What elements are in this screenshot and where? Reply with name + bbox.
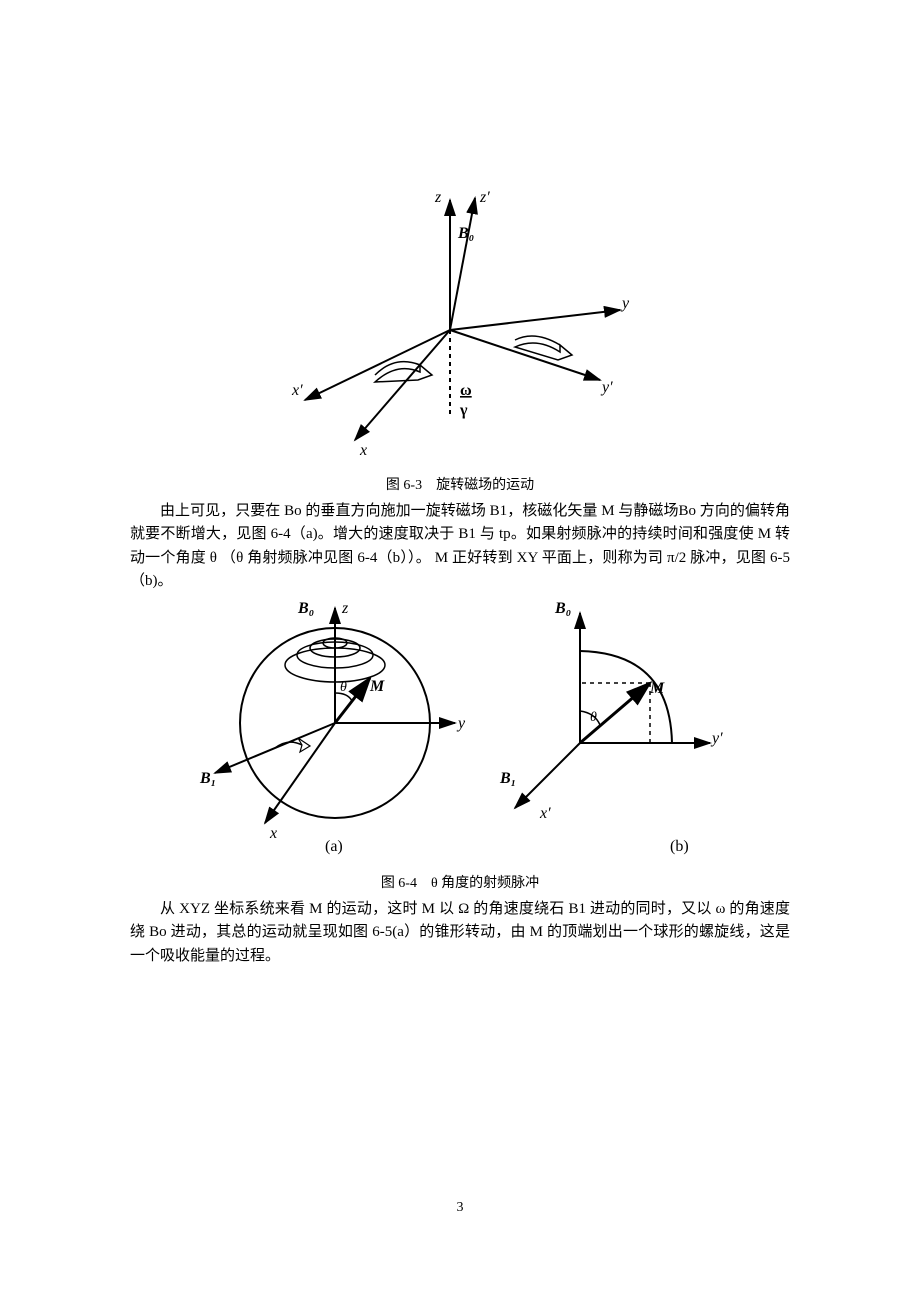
label-gamma: γ	[459, 402, 468, 419]
a-label-y: y	[456, 715, 466, 732]
a-label-x: x	[269, 825, 277, 842]
label-y-prime: y′	[600, 379, 613, 396]
b-label-B1: B₁	[499, 770, 516, 787]
b-label-B0: B₀	[554, 600, 571, 617]
figure-6-3-caption: 图 6-3 旋转磁场的运动	[130, 474, 790, 494]
paragraph-1: 由上可见，只要在 Bo 的垂直方向施加一旋转磁场 B1，核磁化矢量 M 与静磁场…	[130, 500, 790, 593]
b-label-M: M	[649, 680, 665, 697]
figure-6-4: B₀ z y x B₁ M θ (a)	[130, 593, 790, 892]
label-y: y	[620, 295, 630, 312]
label-omega: ω	[460, 382, 472, 399]
panel-a-label: (a)	[325, 838, 343, 855]
page-number: 3	[0, 1200, 920, 1216]
a-label-z: z	[341, 600, 349, 617]
b-label-y-prime: y′	[710, 730, 723, 747]
label-x-prime: x′	[291, 382, 303, 399]
a-label-M: M	[369, 678, 385, 695]
b-label-x-prime: x′	[539, 805, 551, 822]
label-B0: B₀	[457, 225, 474, 242]
figure-6-4-svg: B₀ z y x B₁ M θ (a)	[180, 593, 740, 863]
figure-6-3: z z′ B₀ y y′ x x′ ω γ 图 6-3 旋转磁场的运动	[130, 180, 790, 494]
a-label-B0: B₀	[297, 600, 314, 617]
label-z: z	[434, 189, 442, 206]
label-x: x	[359, 442, 367, 459]
panel-b-label: (b)	[670, 838, 689, 855]
paragraph-2: 从 XYZ 坐标系统来看 M 的运动，这时 M 以 Ω 的角速度绕石 B1 进动…	[130, 898, 790, 968]
b-label-theta: θ	[590, 710, 597, 725]
figure-6-3-svg: z z′ B₀ y y′ x x′ ω γ	[280, 180, 640, 465]
figure-6-4-caption: 图 6-4 θ 角度的射频脉冲	[130, 872, 790, 892]
a-label-theta: θ	[340, 680, 347, 695]
label-z-prime: z′	[479, 189, 490, 206]
a-label-B1: B₁	[199, 770, 216, 787]
